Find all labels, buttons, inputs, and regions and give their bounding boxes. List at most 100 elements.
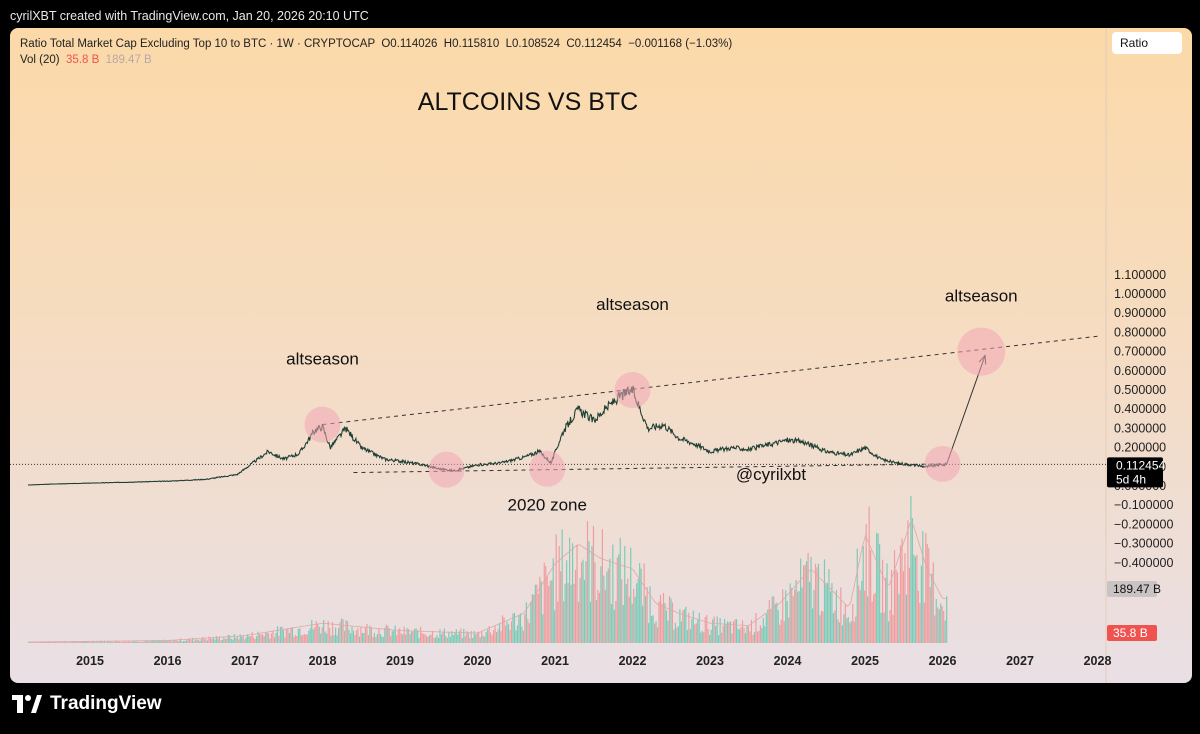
volume-bar <box>445 636 447 643</box>
volume-bar <box>355 630 358 643</box>
price-chart[interactable]: 1.100000 1.000000 0.900000 0.800000 0.700000… <box>10 28 1192 683</box>
volume-bar <box>72 641 74 643</box>
volume-bar <box>807 552 809 643</box>
volume-bar <box>83 641 85 643</box>
volume-bar <box>665 610 668 643</box>
volume-bar <box>716 616 718 643</box>
volume-bar <box>719 618 721 643</box>
volume-bar <box>238 639 240 643</box>
volume-bar <box>269 638 271 643</box>
volume-bar <box>600 566 602 643</box>
volume-bar <box>788 617 790 643</box>
volume-bar <box>814 563 817 643</box>
x-tick-label: 2021 <box>541 654 569 668</box>
symbol-label: Ratio Total Market Cap Excluding Top 10 … <box>20 38 375 50</box>
volume-bar <box>259 634 261 643</box>
volume-bar <box>41 641 43 643</box>
volume-bar <box>662 593 665 643</box>
chart-panel[interactable]: 1.100000 1.000000 0.900000 0.800000 0.700000… <box>10 28 1192 683</box>
volume-bar <box>175 639 177 643</box>
volume-bar <box>852 603 854 643</box>
volume-bar <box>729 621 732 643</box>
x-tick-label: 2017 <box>231 654 259 668</box>
volume-bar <box>743 627 745 643</box>
volume-bar <box>299 628 301 643</box>
volume-bar <box>469 638 471 643</box>
volume-bar <box>613 609 615 643</box>
price-line <box>27 385 947 486</box>
volume-bar <box>700 632 702 643</box>
volume-bar <box>422 634 425 643</box>
volume-bar <box>895 569 897 643</box>
volume-bar <box>317 623 319 643</box>
volume-bar <box>791 587 793 643</box>
volume-bar <box>761 627 763 643</box>
volume-bar <box>253 637 255 643</box>
volume-bar <box>732 621 735 643</box>
volume-bar <box>813 589 815 643</box>
volume-bar <box>494 626 496 643</box>
volume-bar <box>773 596 775 643</box>
volume-bar <box>346 621 349 643</box>
x-tick-label: 2025 <box>851 654 879 668</box>
volume-bar <box>203 639 206 643</box>
volume-bar <box>419 626 422 643</box>
volume-bar <box>177 641 179 643</box>
volume-bar <box>193 641 195 643</box>
volume-bar <box>537 593 539 643</box>
volume-bar <box>135 640 137 643</box>
volume-bar <box>533 594 535 643</box>
volume-bar <box>197 639 200 643</box>
volume-bar <box>689 628 691 643</box>
volume-bar <box>856 548 858 643</box>
volume-bar <box>524 613 526 643</box>
volume-bar <box>603 575 605 643</box>
volume-bar <box>121 641 124 643</box>
volume-bar <box>566 560 568 643</box>
volume-bar <box>645 595 647 643</box>
volume-bar <box>139 641 141 643</box>
volume-bar <box>427 636 429 643</box>
volume-bar <box>637 578 639 643</box>
volume-bar <box>141 641 143 643</box>
volume-bar <box>837 619 839 643</box>
volume-bar <box>750 619 753 643</box>
volume-bar <box>697 619 699 643</box>
volume-bar <box>588 541 590 643</box>
x-tick-label: 2027 <box>1006 654 1034 668</box>
volume-bar <box>194 639 197 643</box>
volume-bar <box>929 587 931 643</box>
volume-bar <box>643 563 645 643</box>
volume-bar <box>62 641 64 643</box>
volume-bar <box>214 639 216 643</box>
y-tick-label: 0.400000 <box>1114 402 1166 416</box>
volume-bar <box>449 636 451 643</box>
volume-bar <box>434 637 437 643</box>
volume-bar <box>500 631 502 643</box>
volume-bar <box>546 576 548 643</box>
volume-bar <box>646 587 648 643</box>
x-tick-label: 2028 <box>1084 654 1112 668</box>
volume-bar <box>111 641 113 643</box>
volume-bar <box>311 619 313 643</box>
highlight-circle <box>529 450 566 487</box>
volume-bar <box>342 619 344 643</box>
volume-bar <box>358 636 361 643</box>
volume-bar <box>630 547 632 643</box>
volume-bar <box>242 635 244 643</box>
volume-bar <box>162 640 164 643</box>
volume-bar <box>534 584 536 643</box>
volume-label: Vol (20) <box>20 54 60 66</box>
volume-bar <box>734 619 736 643</box>
ratio-scale-button[interactable]: Ratio <box>1112 32 1182 54</box>
y-tick-label: 0.700000 <box>1114 345 1166 359</box>
volume-bar <box>688 612 690 643</box>
volume-bar <box>868 506 870 643</box>
volume-bar <box>917 590 919 643</box>
highlight-circle <box>957 327 1006 376</box>
volume-bar <box>493 630 495 643</box>
volume-bar <box>60 642 62 643</box>
volume-bar <box>902 571 905 643</box>
volume-bar <box>509 629 511 643</box>
volume-bar <box>525 602 527 643</box>
